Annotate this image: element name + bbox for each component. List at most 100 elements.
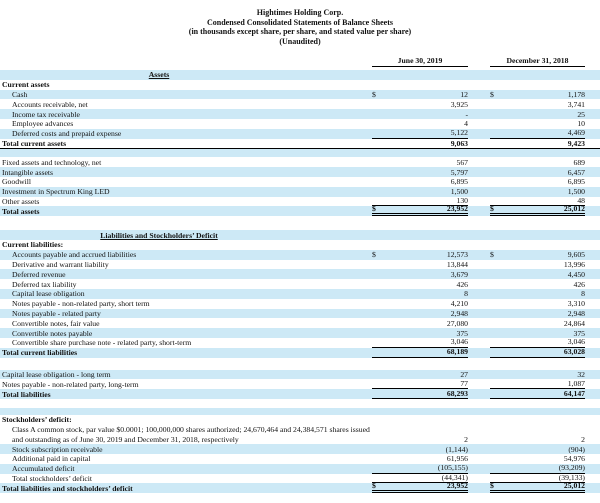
amount-june-30-2019-value: 13,844 xyxy=(446,259,468,269)
currency-symbol: $ xyxy=(372,250,376,260)
amount-december-31-2018-value: 25,012 xyxy=(563,203,585,213)
amount-december-31-2018-value: 689 xyxy=(573,157,585,167)
amount-june-30-2019-value: 6,895 xyxy=(450,177,468,187)
amount-june-30-2019: 27 xyxy=(372,370,468,379)
currency-symbol: $ xyxy=(490,89,494,99)
amount-june-30-2019: 1,500 xyxy=(372,187,468,196)
row-label: Accounts receivable, net xyxy=(12,99,88,109)
amount-june-30-2019-value: 4,210 xyxy=(450,299,468,309)
table-row: Deferred revenue 3,679 4,450 xyxy=(0,269,600,280)
table-row: Employee advances 4 10 xyxy=(0,119,600,129)
amount-december-31-2018-value: 24,864 xyxy=(563,318,585,328)
amount-june-30-2019-value: 12,573 xyxy=(446,250,468,260)
table-row: Accounts payable and accrued liabilities… xyxy=(0,249,600,260)
amount-december-31-2018: 4,469 xyxy=(490,128,585,139)
amount-june-30-2019: 27,080 xyxy=(372,319,468,328)
table-row: Capital lease obligation - long term 27 32 xyxy=(0,369,600,380)
amount-december-31-2018: 54,976 xyxy=(490,454,585,463)
row-label: Accounts payable and accrued liabilities xyxy=(12,250,137,260)
amount-june-30-2019-value: 2,948 xyxy=(450,308,468,318)
amount-june-30-2019: 9,063 xyxy=(372,139,468,148)
amount-december-31-2018-value: 6,895 xyxy=(567,177,585,187)
amount-december-31-2018: 2 xyxy=(490,435,585,444)
amount-december-31-2018: 10 xyxy=(490,119,585,128)
amount-december-31-2018: 375 xyxy=(490,329,585,338)
table-row: Fixed assets and technology, net 567 689 xyxy=(0,157,600,167)
table-row: Total liabilities and stockholders’ defi… xyxy=(0,480,600,494)
amount-june-30-2019: 61,956 xyxy=(372,454,468,463)
amount-june-30-2019-value: 3,046 xyxy=(450,337,468,347)
currency-symbol: $ xyxy=(490,480,494,490)
amount-june-30-2019: $23,952 xyxy=(372,203,468,217)
amount-december-31-2018: $25,012 xyxy=(490,203,585,217)
currency-symbol: $ xyxy=(372,89,376,99)
amount-june-30-2019: 5,122 xyxy=(372,128,468,139)
amount-december-31-2018: 1,500 xyxy=(490,187,585,196)
amount-june-30-2019: 4 xyxy=(372,119,468,128)
amount-june-30-2019: 8 xyxy=(372,289,468,298)
row-label: Convertible share purchase note - relate… xyxy=(12,338,192,348)
amount-june-30-2019-value: 1,500 xyxy=(450,187,468,197)
row-label: Convertible notes payable xyxy=(12,328,93,338)
amount-december-31-2018-value: 10 xyxy=(577,119,585,129)
row-label: Intangible assets xyxy=(2,167,54,177)
amount-december-31-2018: 1,087 xyxy=(490,379,585,390)
table-row: Other assets 130 48 xyxy=(0,195,600,207)
amount-june-30-2019: 3,925 xyxy=(372,100,468,109)
amount-june-30-2019-value: 3,679 xyxy=(450,269,468,279)
table-row: Investment in Spectrum King LED 1,500 1,50… xyxy=(0,186,600,197)
row-label: Employee advances xyxy=(12,119,74,129)
table-row: Current assets xyxy=(0,80,600,90)
amount-december-31-2018: (93,209) xyxy=(490,463,585,474)
amount-december-31-2018: $1,178 xyxy=(490,90,585,99)
row-label: Total liabilities and stockholders’ defi… xyxy=(2,483,133,493)
amount-june-30-2019: $12 xyxy=(372,90,468,99)
currency-symbol: $ xyxy=(372,203,376,213)
amount-december-31-2018: 426 xyxy=(490,280,585,289)
row-label: Stock subscription receivable xyxy=(12,444,103,454)
amount-june-30-2019-value: (1,144) xyxy=(445,444,468,454)
row-label: Capital lease obligation xyxy=(12,289,85,299)
table-row: Convertible notes, fair value 27,080 24,86… xyxy=(0,318,600,328)
table-row: Accumulated deficit (105,155) (93,209) xyxy=(0,463,600,474)
amount-december-31-2018-value: 63,028 xyxy=(563,347,585,357)
row-label: Notes payable - related party xyxy=(12,308,101,318)
company-name: Hightimes Holding Corp. xyxy=(256,8,344,17)
amount-june-30-2019: 68,293 xyxy=(372,389,468,399)
units-note: (in thousands except share, per share, a… xyxy=(188,27,412,36)
row-label: Other assets xyxy=(2,196,40,206)
amount-june-30-2019-value: 4 xyxy=(464,119,468,129)
amount-june-30-2019: 4,210 xyxy=(372,299,468,308)
amount-december-31-2018-value: 48 xyxy=(577,195,585,205)
amount-december-31-2018-value: 64,147 xyxy=(563,388,585,398)
amount-december-31-2018: 3,046 xyxy=(490,337,585,348)
amount-june-30-2019-value: 12 xyxy=(460,89,468,99)
table-row: Convertible notes payable 375 375 xyxy=(0,328,600,338)
table-row: Total assets $23,952 $25,012 xyxy=(0,203,600,217)
row-label: Total assets xyxy=(2,206,40,216)
amount-june-30-2019: 375 xyxy=(372,329,468,338)
section-heading-row: Assets xyxy=(0,70,600,80)
amount-june-30-2019-value: 375 xyxy=(456,328,468,338)
row-label: Current assets xyxy=(2,80,50,90)
column-header-june-30-2019: June 30, 2019 xyxy=(372,56,468,67)
amount-december-31-2018-value: 32 xyxy=(577,369,585,379)
table-row: Deferred tax liability 426 426 xyxy=(0,279,600,289)
amount-december-31-2018-value: (93,209) xyxy=(558,463,585,473)
row-label: Convertible notes, fair value xyxy=(12,318,100,328)
amount-december-31-2018: 9,423 xyxy=(490,139,585,148)
amount-december-31-2018: 8 xyxy=(490,289,585,298)
amount-june-30-2019: (1,144) xyxy=(372,445,468,454)
currency-symbol: $ xyxy=(490,203,494,213)
amount-december-31-2018-value: 13,996 xyxy=(563,259,585,269)
amount-december-31-2018: $9,605 xyxy=(490,250,585,259)
currency-symbol: $ xyxy=(490,250,494,260)
row-label: Current liabilities: xyxy=(2,240,64,250)
amount-december-31-2018: (904) xyxy=(490,445,585,454)
table-row: Additional paid in capital 61,956 54,976 xyxy=(0,454,600,464)
amount-june-30-2019: 426 xyxy=(372,280,468,289)
amount-june-30-2019: - xyxy=(372,110,468,119)
amount-june-30-2019-value: 27 xyxy=(460,369,468,379)
amount-december-31-2018: 24,864 xyxy=(490,319,585,328)
